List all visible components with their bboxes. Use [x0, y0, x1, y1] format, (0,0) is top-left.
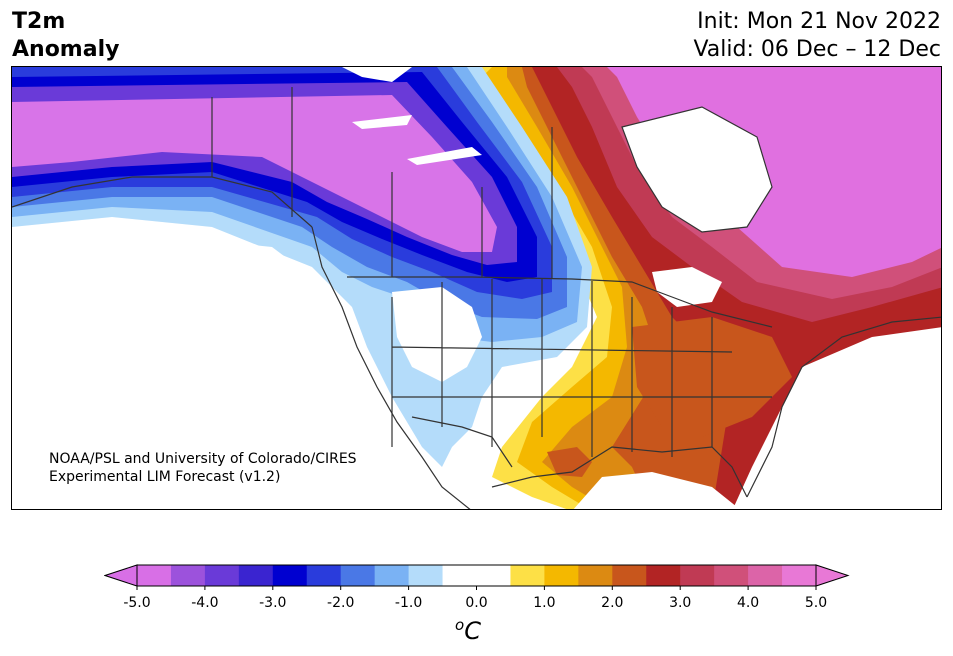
anomaly-map: [11, 66, 942, 510]
water-bodies: [12, 67, 941, 509]
colorbar-swatch: [510, 565, 545, 586]
colorbar-tick-label: -3.0: [259, 595, 286, 611]
colorbar-swatch: [476, 565, 511, 586]
colorbar-tick-label: -5.0: [123, 595, 150, 611]
colorbar-extend-min: [103, 564, 138, 587]
hudson-bay-coast: [621, 106, 773, 233]
arctic-water: [342, 67, 412, 82]
title-line-1: T2m: [12, 9, 66, 34]
colorbar-swatch: [544, 565, 579, 586]
map-title: T2m Anomaly: [12, 8, 119, 64]
colorbar-swatch: [137, 565, 172, 586]
pacific-ocean: [12, 232, 441, 509]
colorbar-swatch: [612, 565, 647, 586]
cold-band-purple: [12, 95, 497, 252]
province-lines: [211, 87, 553, 279]
state-lines: [391, 279, 772, 457]
credit-line-1: NOAA/PSL and University of Colorado/CIRE…: [49, 451, 357, 467]
hudson-bay: [622, 107, 772, 232]
colorbar-tick-label: -4.0: [191, 595, 218, 611]
anomaly-map-svg: [12, 67, 941, 509]
colorbar-tick-label: 2.0: [601, 595, 623, 611]
colorbar-swatch: [442, 565, 477, 586]
units-base: C: [464, 617, 481, 645]
credit-line-2: Experimental LIM Forecast (v1.2): [49, 469, 281, 485]
colorbar-svg: -5.0 -4.0 -3.0 -2.0 -1.0 0.0 1.0 2.0 3.0 4.0 5.0: [103, 564, 850, 611]
units-degree: o: [455, 616, 465, 634]
great-lakes: [652, 267, 722, 307]
colorbar-swatch: [646, 565, 681, 586]
colorbar-tick-label: 4.0: [737, 595, 759, 611]
gulf-of-mexico: [573, 472, 740, 509]
arctic-channel-2: [407, 147, 482, 165]
colorbar-tick-label: -2.0: [327, 595, 354, 611]
colorbar: -5.0 -4.0 -3.0 -2.0 -1.0 0.0 1.0 2.0 3.0 4.0 5.0: [103, 564, 852, 620]
colorbar-swatch: [578, 565, 613, 586]
units-label: oC: [455, 616, 481, 645]
forecast-dates: Init: Mon 21 Nov 2022 Valid: 06 Dec – 12…: [693, 8, 941, 64]
title-line-2: Anomaly: [12, 37, 120, 62]
colorbar-swatch: [680, 565, 715, 586]
colorbar-swatch: [204, 565, 240, 586]
colorbar-tick-label: 1.0: [533, 595, 555, 611]
warm-core-texas: [547, 447, 592, 477]
colorbar-tick-label: 0.0: [465, 595, 487, 611]
colorbar-swatch: [374, 565, 410, 586]
neutral-patch: [392, 287, 482, 382]
colorbar-swatch: [170, 565, 206, 586]
colorbar-swatch: [306, 565, 342, 586]
colorbar-tick-label: -1.0: [395, 595, 422, 611]
cold-anomaly-region: [12, 67, 592, 467]
valid-range: Valid: 06 Dec – 12 Dec: [693, 37, 941, 62]
colorbar-swatch: [748, 565, 783, 586]
colorbar-tick-label: 3.0: [669, 595, 691, 611]
gulf-coast: [491, 446, 748, 498]
credit-text: NOAA/PSL and University of Colorado/CIRE…: [49, 450, 357, 486]
init-date: Init: Mon 21 Nov 2022: [697, 9, 941, 34]
colorbar-tick-label: 5.0: [805, 595, 827, 611]
colorbar-extend-max: [815, 564, 850, 587]
canada-us-border: [347, 276, 773, 328]
west-coast: [311, 226, 471, 509]
boundaries: [12, 87, 941, 509]
alaska-coast: [12, 176, 313, 228]
colorbar-swatch: [340, 565, 376, 586]
atlantic-ocean: [732, 327, 941, 509]
colorbar-swatch: [408, 565, 444, 586]
us-mexico-border: [411, 416, 513, 468]
colorbar-swatch: [782, 565, 817, 586]
colorbar-swatch: [238, 565, 274, 586]
east-coast: [746, 316, 941, 498]
arctic-channel: [352, 115, 412, 129]
colorbar-swatch: [714, 565, 749, 586]
colorbar-swatch: [272, 565, 308, 586]
